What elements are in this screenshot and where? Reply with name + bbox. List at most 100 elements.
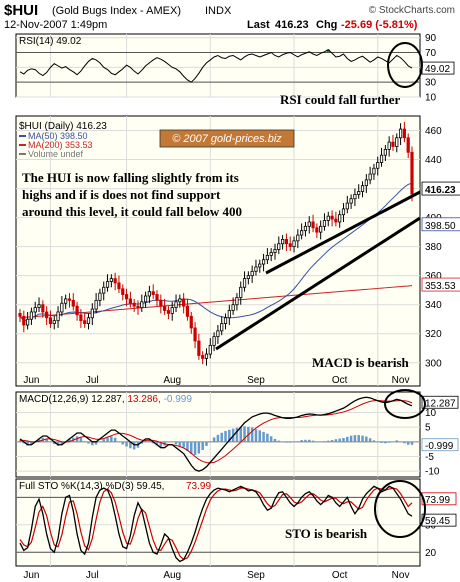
price-bar-body-90 <box>360 185 365 192</box>
price-month-label-2: Aug <box>163 375 181 386</box>
annotation-layer: RSI could fall further © 2007 gold-prices… <box>22 42 426 541</box>
price-bar-body-101 <box>402 128 406 139</box>
price-bar-body-87 <box>349 198 353 204</box>
price-bar-body-55 <box>227 310 231 319</box>
price-bar-body-102 <box>406 137 410 153</box>
price-bar-body-59 <box>242 278 247 288</box>
macd-title-part-0: MACD(12,26,9) <box>19 394 91 405</box>
price-bar-body-19 <box>90 308 94 319</box>
price-bar-body-84 <box>338 214 342 223</box>
macd-ytick-4: 10 <box>425 408 437 419</box>
price-bar-body-0 <box>18 313 22 317</box>
macd-ytick-1: -5 <box>425 452 434 463</box>
price-bar-body-11 <box>60 302 64 313</box>
macd-highlight-circle <box>384 389 426 419</box>
ma50-line <box>19 182 413 322</box>
price-bar-body-20 <box>94 299 98 310</box>
price-bar-body-91 <box>364 179 368 187</box>
price-bar-body-97 <box>387 141 391 150</box>
price-month-label-1: Jul <box>86 375 99 386</box>
price-month-label-4: Oct <box>332 375 348 386</box>
price-bar-body-94 <box>376 162 380 169</box>
price-month-label-3: Sep <box>247 375 265 386</box>
chg-value: -25.69 (-5.81%) <box>341 19 418 31</box>
price-bar-body-99 <box>395 137 399 147</box>
last-label: Last <box>247 19 270 31</box>
price-right-label-1: 398.50 <box>425 221 456 232</box>
price-ytick-1: 320 <box>425 329 442 340</box>
price-bar-body-29 <box>128 298 132 304</box>
price-bar-body-77 <box>311 221 315 229</box>
price-bar-body-70 <box>284 238 289 245</box>
price-bar-body-43 <box>182 298 186 307</box>
macd-title-part-2: 13.286, <box>127 394 163 405</box>
price-bar-body-23 <box>105 281 110 288</box>
price-bar-body-34 <box>147 291 151 297</box>
price-bar-body-103 <box>410 151 414 195</box>
price-bar-body-95 <box>379 154 384 163</box>
price-bar-body-66 <box>269 252 273 256</box>
rsi-ytick-3: 70 <box>425 48 437 59</box>
price-bar-body-72 <box>292 240 296 248</box>
price-bar-body-13 <box>67 298 72 301</box>
price-month-label-5: Nov <box>392 375 410 386</box>
rsi-ytick-0: 10 <box>425 93 437 104</box>
price-bar-body-48 <box>201 355 205 359</box>
sto-d-line <box>19 487 413 561</box>
price-bar-body-45 <box>189 315 193 329</box>
rsi-line <box>19 48 413 83</box>
price-bar-body-50 <box>208 344 212 355</box>
price-bar-body-62 <box>254 266 258 272</box>
sto-month-label-3: Sep <box>247 570 265 581</box>
price-bar-body-69 <box>281 238 285 245</box>
macd-annotation: MACD is bearish <box>312 355 410 370</box>
rsi-annotation: RSI could fall further <box>280 92 400 107</box>
macd-right-label-0: 12.287 <box>425 398 456 409</box>
price-bar-body-26 <box>117 282 121 290</box>
price-bar-body-21 <box>98 292 102 301</box>
price-bar-body-92 <box>368 173 372 181</box>
price-bar-body-53 <box>220 323 224 332</box>
price-bar-body-27 <box>121 288 125 295</box>
price-bar-body-73 <box>296 234 300 242</box>
sto-month-label-5: Nov <box>392 570 410 581</box>
price-bar-body-25 <box>113 278 117 284</box>
price-bar-body-49 <box>204 353 209 359</box>
price-bar-body-9 <box>52 320 56 324</box>
copyright-text: © 2007 gold-prices.biz <box>172 133 282 145</box>
price-bar-body-80 <box>322 220 327 227</box>
date-label: 12-Nov-2007 1:49pm <box>4 19 107 31</box>
exchange-label: INDX <box>205 5 232 17</box>
price-bar-body-81 <box>326 215 330 221</box>
price-bar-body-8 <box>48 317 53 324</box>
sto-highlight-circle <box>374 480 426 538</box>
price-bar-body-4 <box>33 307 37 313</box>
price-bar-body-22 <box>102 286 106 294</box>
ma200-line <box>19 285 413 319</box>
macd-ytick-0: -10 <box>425 467 440 478</box>
price-right-box-2 <box>421 277 460 292</box>
price-bar-body-82 <box>330 215 334 220</box>
price-bar-body-65 <box>265 254 269 261</box>
price-ytick-0: 300 <box>425 358 442 369</box>
symbol-label: $HUI <box>4 2 38 19</box>
price-bar-body-42 <box>178 298 182 303</box>
sto-k-line <box>19 485 413 563</box>
price-bar-body-28 <box>124 294 129 300</box>
price-bar-body-12 <box>64 298 68 304</box>
rsi-highlight-circle <box>387 42 423 88</box>
sto-right-box-0 <box>421 492 457 506</box>
price-ytick-4: 380 <box>425 242 442 253</box>
sto-annotation: STO is bearish <box>285 526 368 541</box>
price-bar-body-67 <box>273 249 277 253</box>
price-bar-body-3 <box>29 311 34 320</box>
symbol-description: (Gold Bugs Index - AMEX) <box>52 5 181 17</box>
price-bar-body-76 <box>307 221 311 227</box>
watermark: © StockCharts.com <box>369 5 455 16</box>
price-annotation-line-0: The HUI is now falling slightly from its <box>22 170 239 185</box>
price-bar-body-54 <box>223 317 228 324</box>
price-bar-body-86 <box>345 202 349 210</box>
price-bar-body-63 <box>258 263 262 268</box>
price-bar-body-58 <box>239 286 243 298</box>
